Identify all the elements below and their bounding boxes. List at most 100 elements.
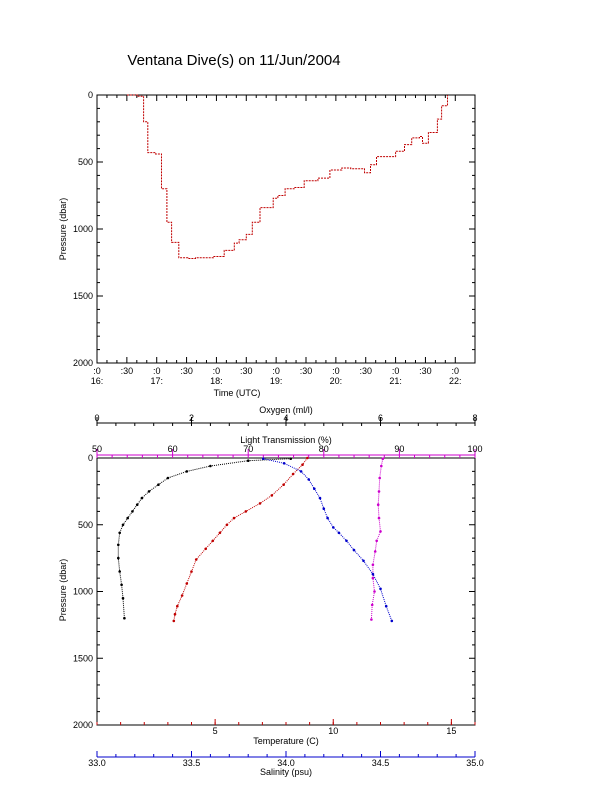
time-tick-hour-label: 19: [270,376,283,386]
salinity-tick-label: 34.5 [372,758,390,768]
pressure-axis-top: 0 500 1000 1500 2000 [73,90,475,368]
time-tick-label: :0 [392,366,400,376]
pressure-tick-label-bottom: 500 [78,520,93,530]
salinity-profile-point [299,470,303,473]
temperature-profile-point [218,531,222,535]
time-tick-label: :30 [240,366,253,376]
light-transmission-tick-label: 90 [394,444,404,454]
light-transmission-profile-point [373,590,376,593]
light-transmission-axis-label: Light Transmission (%) [240,435,332,445]
light-transmission-tick-label: 50 [92,444,102,454]
light-transmission-profile-point [378,476,382,480]
temperature-profile-point [173,612,177,616]
salinity-profile-point [345,539,348,543]
light-transmission-tick-label: 60 [168,444,178,454]
temperature-profile-point [190,570,193,573]
light-transmission-profile-point [381,457,385,461]
time-tick-label: :30 [300,366,313,376]
temperature-profile-point [194,558,198,561]
chart-title: Ventana Dive(s) on 11/Jun/2004 [127,52,340,69]
oxygen-tick-label: 0 [94,413,99,423]
salinity-axis-label: Salinity (psu) [260,767,312,777]
temperature-profile-point [282,483,285,487]
oxygen-profile-point [118,570,121,573]
light-transmission-profile-point [370,618,373,621]
light-transmission-tick-label: 80 [319,444,329,454]
time-tick-hour-label: 16: [91,376,104,386]
profile-series [117,456,394,623]
light-transmission-profile-point [376,503,380,507]
time-tick-hour-label: 17: [150,376,163,386]
oxygen-profile-point [166,476,170,480]
time-tick-label: :0 [213,366,221,376]
oxygen-profile-point [123,616,126,620]
pressure-tick-label-bottom: 0 [88,453,93,463]
oxygen-profile-point [121,523,125,527]
oxygen-profile-point [185,470,189,473]
temperature-profile-point [244,510,248,513]
temperature-profile-point [301,463,304,467]
temperature-profile-line [173,457,308,621]
temperature-profile-point [270,494,274,497]
pressure-axis-bottom: 0 500 1000 1500 2000 [73,453,475,730]
light-transmission-tick-label: 100 [467,444,482,454]
temperature-tick-label: 5 [213,726,218,736]
temperature-profile-point [232,516,236,520]
dive-pressure-trace [126,94,448,259]
temperature-profile-point [172,619,176,623]
oxygen-tick-label: 8 [472,413,477,423]
oxygen-axis-label: Oxygen (ml/l) [259,405,313,415]
light-transmission-profile-point [371,576,375,580]
salinity-profile-line [263,458,393,622]
light-transmission-profile-line [370,458,384,620]
temperature-profile-point [180,594,184,597]
time-tick-label: :0 [332,366,340,376]
temperature-profile-point [306,456,309,460]
temperature-profile-point [185,582,189,585]
oxygen-profile-point [126,516,129,520]
oxygen-profile-point [120,583,123,587]
oxygen-tick-label: 2 [189,413,194,423]
time-axis: :016::30:017::30:018::30:019::30:020::30… [91,95,462,386]
time-tick-label: :0 [153,366,161,376]
oxygen-profile-point [135,503,139,507]
light-transmission-profile-point [379,530,382,533]
oxygen-profile-point [118,531,121,535]
salinity-profile-point [322,507,326,511]
light-transmission-profile-point [377,490,381,493]
temperature-profile-point [211,539,215,543]
pressure-tick-label-top: 1500 [73,291,93,301]
salinity-profile-point [371,572,375,576]
time-tick-hour-label: 21: [389,376,402,386]
salinity-profile-point [262,457,265,461]
light-transmission-profile-point [371,563,375,567]
temperature-profile-point [225,523,229,527]
temperature-tick-label: 15 [446,726,456,736]
light-transmission-profile-point [375,539,379,543]
light-transmission-profile-point [373,550,377,553]
oxygen-profile-point [209,464,212,468]
oxygen-profile-point [131,510,134,513]
salinity-profile-point [307,478,311,481]
oxygen-tick-label: 6 [378,413,383,423]
salinity-profile-point [332,526,335,529]
time-axis-label: Time (UTC) [214,388,261,398]
oxygen-profile-point [117,556,120,560]
oxygen-profile-point [147,490,151,493]
light-transmission-profile-point [377,516,381,520]
time-tick-label: :0 [93,366,101,376]
time-tick-label: :30 [359,366,372,376]
salinity-profile-point [384,604,388,608]
time-series-plot-frame [96,94,476,364]
salinity-tick-label: 34.0 [277,758,295,768]
salinity-profile-point [326,516,329,520]
time-tick-hour-label: 22: [449,376,462,386]
salinity-profile-point [337,531,341,535]
salinity-tick-label: 33.5 [183,758,201,768]
time-tick-hour-label: 20: [330,376,343,386]
time-tick-label: :30 [419,366,432,376]
temperature-profile-point [176,604,179,608]
profile-plot-frame [96,457,476,726]
